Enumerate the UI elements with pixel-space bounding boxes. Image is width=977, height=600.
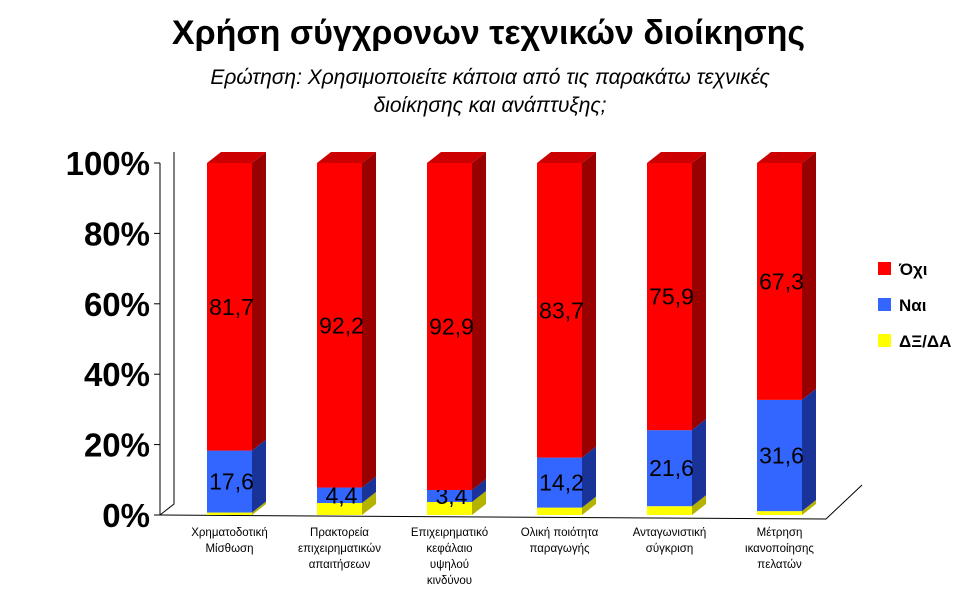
x-category-label: ικανοποίησης [745,543,814,555]
data-label: 17,6 [209,469,254,495]
bar-segment-2-side [472,152,486,491]
bar-segment-1-front [647,430,692,507]
bar-segment-2-front [207,163,252,451]
bar-segment-1-front [317,487,362,504]
bar-segment-1-side [362,476,376,504]
y-tick-label: 20% [84,427,150,464]
x-category-label: υψηλού [430,559,469,571]
chart-subtitle-line-2: διοίκησης και ανάπτυξης; [373,94,607,117]
bar-segment-1-side [582,446,596,508]
bar-segment-1-front [757,399,802,512]
x-category-label: Ολική ποιότητα [521,527,599,539]
legend-label: Ναι [899,296,927,315]
bar-top-face [537,152,596,163]
back-wall-edge [159,152,175,516]
bar-segment-2-front [427,163,472,491]
bar-segment-2-side [252,152,266,451]
legend-swatch [878,298,891,311]
y-tick-label: 60% [84,286,150,323]
bar-segment-1-side [472,479,486,502]
bar-segment-2-front [647,163,692,431]
bar-segment-2-side [582,152,596,458]
x-category-label: Επιχειρηματικό [411,527,488,539]
bar-segment-0-front [647,506,692,515]
bar-segment-2-side [692,152,706,431]
bar-segment-2-front [537,163,582,458]
x-category-label: επιχειρηματικών [298,543,381,555]
x-category-label: Ανταγωνιστική [633,527,707,539]
bar-segment-1-front [537,457,582,508]
y-tick-label: 40% [84,356,150,393]
data-label: 92,2 [319,312,364,338]
data-label: 83,7 [539,297,584,323]
data-label: 21,6 [649,455,694,481]
x-category-label: κεφάλαιο [426,543,472,555]
y-tick-label: 80% [84,215,150,252]
x-category-label: κινδύνου [427,575,472,587]
legend-swatch [878,262,891,275]
legend-swatch [878,334,891,347]
bar-segment-2-side [362,152,376,488]
bar-segment-0-side [692,495,706,515]
data-label: 67,3 [759,268,804,294]
bar-segment-0-front [427,501,472,515]
x-category-label: σύγκριση [646,543,693,555]
bar-top-face [317,152,376,163]
bar-segment-1-front [207,450,252,513]
x-category-label: παραγωγής [529,543,589,555]
bar-segment-0-side [362,492,376,515]
chart-subtitle: Ερώτηση: Χρησιμοποιείτε κάποια από τις π… [140,64,840,120]
bar-segment-0-side [472,490,486,515]
data-label: 81,7 [209,294,254,320]
bar-top-face [647,152,706,163]
bar-top-face [757,152,816,163]
bar-segment-2-front [317,163,362,488]
bar-segment-0-front [317,503,362,515]
bar-segment-0-side [252,501,266,515]
bar-segment-1-side [252,439,266,513]
bar-segment-1-front [427,490,472,502]
x-category-label: Πρακτορεία [310,527,369,539]
bar-segment-0-front [757,511,802,515]
bar-top-face [207,152,266,163]
data-label: 75,9 [649,284,694,310]
x-category-label: Μέτρηση [757,527,803,539]
legend-label: Όχι [898,260,928,279]
x-category-label: απαιτήσεων [309,559,371,571]
bar-segment-2-side [802,152,816,400]
x-category-label: Μίσθωση [205,543,253,555]
bar-top-face [427,152,486,163]
bar-segment-0-front [207,512,252,515]
data-label: 14,2 [539,470,584,496]
data-label: 92,9 [429,314,474,340]
floor-edge [159,484,863,520]
bar-segment-1-side [692,419,706,507]
chart-title: Χρήση σύγχρονων τεχνικών διοίκησης [171,14,806,52]
bar-segment-2-front [757,163,802,400]
bar-segment-0-side [802,500,816,515]
x-category-label: πελατών [757,559,802,571]
y-tick-label: 100% [66,145,150,182]
data-label: 31,6 [759,443,804,469]
x-category-label: Χρηματοδοτική [191,527,268,539]
legend-label: ΔΞ/ΔΑ [899,332,951,351]
chart-subtitle-line-1: Ερώτηση: Χρησιμοποιείτε κάποια από τις π… [210,66,770,89]
bar-segment-1-side [802,388,816,512]
y-tick-label: 0% [102,497,150,534]
bar-segment-0-side [582,496,596,515]
bar-segment-0-front [537,507,582,515]
